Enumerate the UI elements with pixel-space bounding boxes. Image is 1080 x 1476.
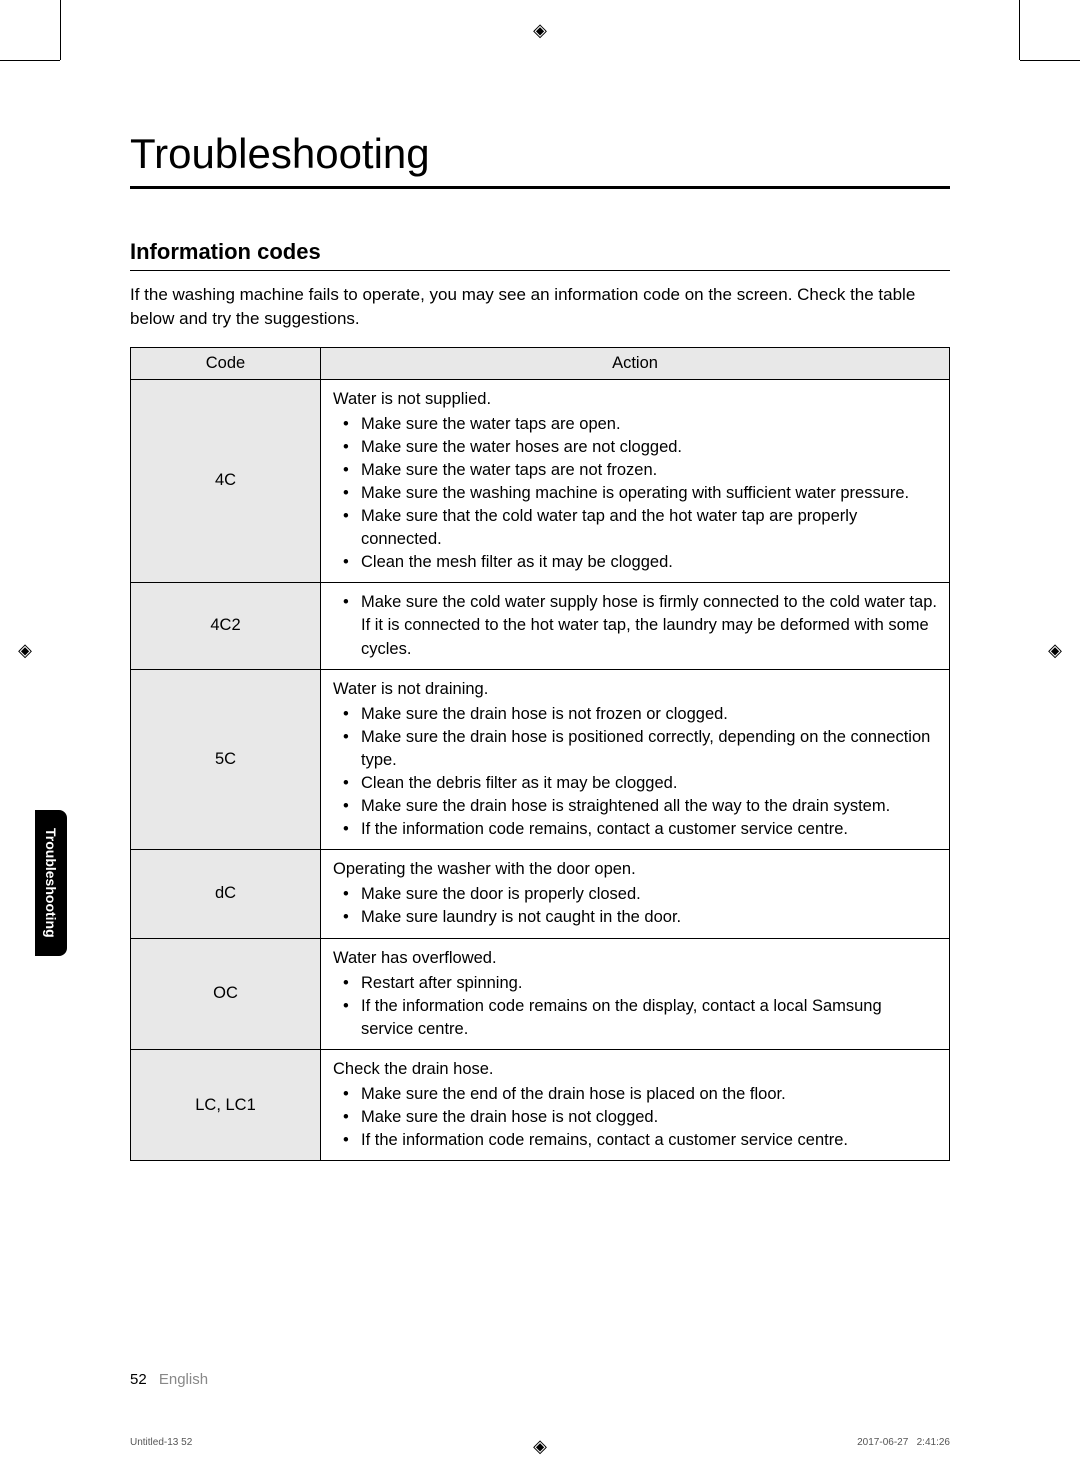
print-file: Untitled-13 52: [130, 1437, 192, 1448]
registration-mark-icon: ◈: [15, 640, 35, 660]
action-item: Make sure the washing machine is operati…: [333, 482, 937, 505]
action-cell: Water has overflowed.Restart after spinn…: [321, 938, 950, 1049]
print-timestamp: 2017-06-27 2:41:26: [857, 1437, 950, 1448]
action-item: Make sure the water taps are not frozen.: [333, 459, 937, 482]
action-item: If the information code remains, contact…: [333, 818, 937, 841]
action-item: Restart after spinning.: [333, 972, 937, 995]
crop-mark: [0, 60, 60, 61]
crop-mark: [60, 0, 61, 60]
action-item: Make sure that the cold water tap and th…: [333, 505, 937, 551]
page-number: 52: [130, 1371, 147, 1388]
action-cell: Check the drain hose.Make sure the end o…: [321, 1049, 950, 1160]
table-row: 4CWater is not supplied.Make sure the wa…: [131, 379, 950, 583]
action-heading: Water is not supplied.: [333, 388, 937, 411]
table-row: dCOperating the washer with the door ope…: [131, 850, 950, 938]
action-item: Make sure the end of the drain hose is p…: [333, 1083, 937, 1106]
print-footer: Untitled-13 52 2017-06-27 2:41:26: [130, 1437, 950, 1448]
table-row: LC, LC1Check the drain hose.Make sure th…: [131, 1049, 950, 1160]
code-cell: 4C2: [131, 583, 321, 669]
action-item: Make sure the water hoses are not clogge…: [333, 436, 937, 459]
section-title: Information codes: [130, 239, 950, 271]
crop-mark: [1019, 0, 1020, 60]
action-item: Make sure laundry is not caught in the d…: [333, 906, 937, 929]
action-cell: Make sure the cold water supply hose is …: [321, 583, 950, 669]
intro-text: If the washing machine fails to operate,…: [130, 283, 950, 331]
action-list: Make sure the door is properly closed.Ma…: [333, 883, 937, 929]
action-cell: Operating the washer with the door open.…: [321, 850, 950, 938]
action-heading: Water has overflowed.: [333, 947, 937, 970]
action-list: Make sure the end of the drain hose is p…: [333, 1083, 937, 1152]
table-row: 4C2Make sure the cold water supply hose …: [131, 583, 950, 669]
action-list: Restart after spinning.If the informatio…: [333, 972, 937, 1041]
registration-mark-icon: ◈: [530, 20, 550, 40]
action-list: Make sure the cold water supply hose is …: [333, 591, 937, 660]
code-cell: 5C: [131, 669, 321, 850]
side-tab: Troubleshooting: [35, 810, 67, 956]
page-footer: 52 English: [130, 1371, 208, 1388]
action-heading: Operating the washer with the door open.: [333, 858, 937, 881]
action-heading: Check the drain hose.: [333, 1058, 937, 1081]
action-item: If the information code remains on the d…: [333, 995, 937, 1041]
registration-mark-icon: ◈: [1045, 640, 1065, 660]
action-item: If the information code remains, contact…: [333, 1129, 937, 1152]
action-item: Make sure the cold water supply hose is …: [333, 591, 937, 660]
table-header-code: Code: [131, 347, 321, 379]
action-item: Make sure the door is properly closed.: [333, 883, 937, 906]
action-item: Clean the mesh filter as it may be clogg…: [333, 551, 937, 574]
action-heading: Water is not draining.: [333, 678, 937, 701]
table-header-action: Action: [321, 347, 950, 379]
info-codes-table: Code Action 4CWater is not supplied.Make…: [130, 347, 950, 1162]
action-item: Clean the debris filter as it may be clo…: [333, 772, 937, 795]
action-item: Make sure the drain hose is not clogged.: [333, 1106, 937, 1129]
page-language: English: [159, 1371, 208, 1388]
table-row: OCWater has overflowed.Restart after spi…: [131, 938, 950, 1049]
code-cell: LC, LC1: [131, 1049, 321, 1160]
page-title: Troubleshooting: [130, 130, 950, 189]
action-item: Make sure the drain hose is straightened…: [333, 795, 937, 818]
code-cell: OC: [131, 938, 321, 1049]
action-cell: Water is not draining.Make sure the drai…: [321, 669, 950, 850]
crop-mark: [1020, 60, 1080, 61]
action-list: Make sure the water taps are open.Make s…: [333, 413, 937, 575]
action-item: Make sure the drain hose is positioned c…: [333, 726, 937, 772]
table-row: 5CWater is not draining.Make sure the dr…: [131, 669, 950, 850]
code-cell: 4C: [131, 379, 321, 583]
page-content: Troubleshooting Information codes If the…: [130, 130, 950, 1396]
action-item: Make sure the drain hose is not frozen o…: [333, 703, 937, 726]
action-item: Make sure the water taps are open.: [333, 413, 937, 436]
action-list: Make sure the drain hose is not frozen o…: [333, 703, 937, 842]
action-cell: Water is not supplied.Make sure the wate…: [321, 379, 950, 583]
code-cell: dC: [131, 850, 321, 938]
